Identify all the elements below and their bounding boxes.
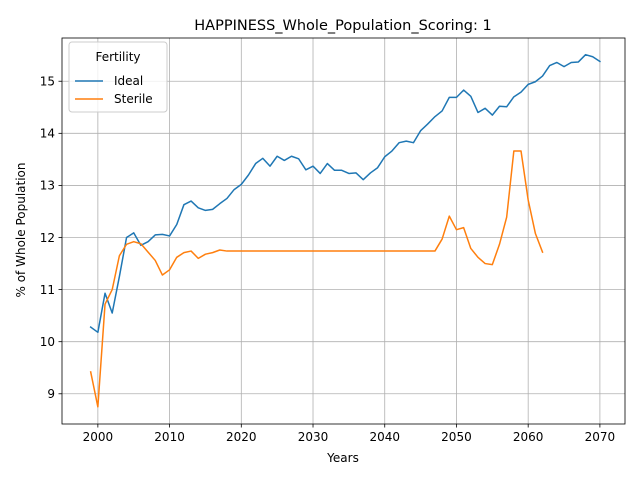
y-tick-label: 15 [40,75,55,89]
series-line-sterile [89,150,544,408]
x-axis-ticks: 2000 2010 2020 2030 2040 2050 2060 2070 [83,424,616,444]
series-line-ideal [89,53,601,334]
x-tick-label: 2010 [154,430,185,444]
y-tick-label: 13 [40,179,55,193]
y-tick-label: 14 [40,127,55,141]
legend-title: Fertility [95,50,140,64]
y-axis-ticks: 9 10 11 12 13 14 15 [40,75,62,401]
x-tick-label: 2000 [83,430,114,444]
legend-box [68,41,168,113]
series-lines [89,53,601,408]
x-tick-label: 2070 [585,430,616,444]
y-tick-label: 10 [40,335,55,349]
grid-lines [62,38,625,424]
y-tick-label: 12 [40,231,55,245]
x-tick-label: 2030 [298,430,329,444]
x-tick-label: 2050 [441,430,472,444]
x-tick-label: 2040 [369,430,400,444]
legend: Fertility Ideal Sterile [68,41,168,113]
plot-frame [61,37,626,425]
y-axis-label: % of Whole Population [14,163,28,298]
x-tick-label: 2060 [513,430,544,444]
legend-label-sterile: Sterile [114,92,153,106]
y-tick-label: 9 [47,387,55,401]
x-tick-label: 2020 [226,430,257,444]
y-tick-label: 11 [40,283,55,297]
x-axis-label: Years [326,451,359,465]
chart-title: HAPPINESS_Whole_Population_Scoring: 1 [194,18,491,34]
legend-label-ideal: Ideal [114,74,143,88]
